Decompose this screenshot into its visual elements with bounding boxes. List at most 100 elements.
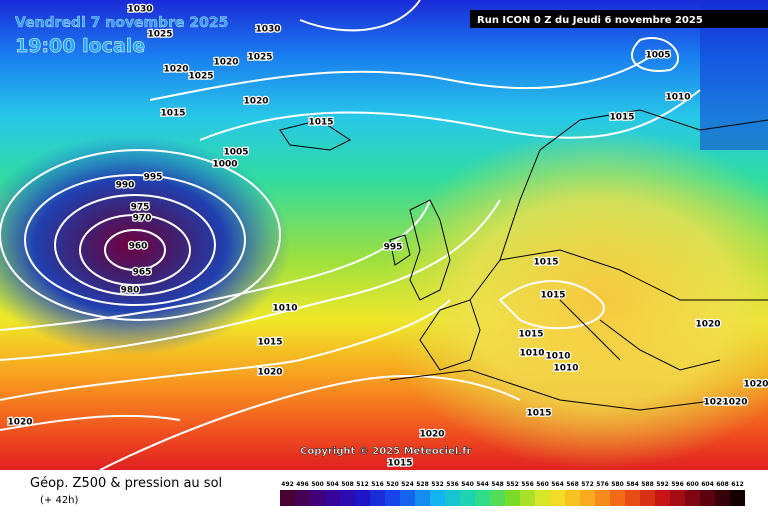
isobar-label: 975 xyxy=(131,203,150,213)
colorbar-label: 556 xyxy=(521,481,534,488)
run-box xyxy=(470,10,768,28)
colorbar-swatch xyxy=(430,490,445,506)
colorbar-label: 572 xyxy=(581,481,594,488)
isobar-label: 1015 xyxy=(518,330,543,340)
colorbar-label: 604 xyxy=(701,481,714,488)
colorbar-swatch xyxy=(310,490,325,506)
isobar-label: 995 xyxy=(144,173,163,183)
colorbar-swatch xyxy=(445,490,460,506)
coastlines xyxy=(279,109,768,411)
colorbar-label: 516 xyxy=(371,481,384,488)
colorbar-swatch xyxy=(655,490,670,506)
run: Run ICON 0 Z du Jeudi 6 novembre 2025 xyxy=(477,15,703,26)
isobar-label: 1030 xyxy=(255,25,280,35)
colorbar-swatch xyxy=(280,490,295,506)
colorbar-label: 524 xyxy=(401,481,414,488)
colorbar-swatch xyxy=(685,490,700,506)
low xyxy=(0,135,290,355)
time: 19:00 locale xyxy=(15,35,145,57)
isobar-label: 1015 xyxy=(308,118,333,128)
colorbar-swatch xyxy=(580,490,595,506)
colorbar-swatch xyxy=(520,490,535,506)
isobar-label: 1020 xyxy=(743,380,768,390)
isobar-label: 1010 xyxy=(519,349,544,359)
isobar-label: 1030 xyxy=(127,5,152,15)
colorbar-label: 500 xyxy=(311,481,324,488)
isobar-label: 1015 xyxy=(387,459,412,469)
isobar-label: 1025 xyxy=(147,30,172,40)
isobar-label: 1020 xyxy=(213,58,238,68)
colorbar-label: 612 xyxy=(731,481,744,488)
isobar-label: 1020 xyxy=(7,418,32,428)
colorbar-label: 584 xyxy=(626,481,639,488)
isobar-label: 1020 xyxy=(703,398,728,408)
date: Vendredi 7 novembre 2025 xyxy=(15,15,228,31)
isobar-label: 1010 xyxy=(665,93,690,103)
colorbar-swatch xyxy=(550,490,565,506)
isobar-label: 1015 xyxy=(540,291,565,301)
colorbar-swatch xyxy=(490,490,505,506)
footer-lead: (+ 42h) xyxy=(40,495,79,506)
isobar-label: 1005 xyxy=(645,51,670,61)
isobar-label: 1015 xyxy=(526,409,551,419)
isobar-label: 1015 xyxy=(160,109,185,119)
isobar-label: 970 xyxy=(133,214,152,224)
colorbar-swatch xyxy=(670,490,685,506)
colorbar-swatch xyxy=(415,490,430,506)
isobar-label: 1020 xyxy=(243,97,268,107)
colorbar-label: 600 xyxy=(686,481,699,488)
colorbar-label: 592 xyxy=(656,481,669,488)
isobar-label: 1020 xyxy=(163,65,188,75)
isobar-label: 1005 xyxy=(223,148,248,158)
colorbar-swatch xyxy=(505,490,520,506)
copyright: Copyright © 2025 Meteociel.fr xyxy=(300,446,471,457)
colorbar-label: 492 xyxy=(281,481,294,488)
colorbar-label: 520 xyxy=(386,481,399,488)
colorbar-label: 496 xyxy=(296,481,309,488)
isobar-label: 1020 xyxy=(419,430,444,440)
colorbar-label: 568 xyxy=(566,481,579,488)
colorbar-label: 528 xyxy=(416,481,429,488)
colorbar-swatch xyxy=(625,490,640,506)
isobar-label: 1000 xyxy=(212,160,237,170)
colorbar-swatch xyxy=(460,490,475,506)
colorbar-swatch xyxy=(400,490,415,506)
colorbar-label: 536 xyxy=(446,481,459,488)
isobar-label: 1020 xyxy=(695,320,720,330)
colorbar-label: 512 xyxy=(356,481,369,488)
colorbar-swatch xyxy=(610,490,625,506)
colorbar-swatch xyxy=(340,490,355,506)
isobar-label: 960 xyxy=(129,242,148,252)
colorbar-label: 596 xyxy=(671,481,684,488)
colorbar-label: 560 xyxy=(536,481,549,488)
isobar-label: 1015 xyxy=(609,113,634,123)
colorbar-label: 548 xyxy=(491,481,504,488)
colorbar-label: 608 xyxy=(716,481,729,488)
colorbar-swatch xyxy=(370,490,385,506)
colorbar-label: 532 xyxy=(431,481,444,488)
isobar-label: 980 xyxy=(121,286,140,296)
isobar-label: 1020 xyxy=(257,368,282,378)
colorbar-swatch xyxy=(385,490,400,506)
colorbar-swatch xyxy=(535,490,550,506)
isobar-label: 990 xyxy=(116,181,135,191)
colorbar-swatch xyxy=(295,490,310,506)
isobar-label: 1010 xyxy=(272,304,297,314)
isobar-label: 965 xyxy=(133,268,152,278)
colorbar-label: 504 xyxy=(326,481,339,488)
colorbar-label: 540 xyxy=(461,481,474,488)
isobar-label: 1015 xyxy=(257,338,282,348)
isobar-label: 1010 xyxy=(553,364,578,374)
colorbar-swatch xyxy=(355,490,370,506)
colorbar-label: 544 xyxy=(476,481,489,488)
colorbar-label: 580 xyxy=(611,481,624,488)
isobar-label: 1020 xyxy=(722,398,747,408)
footer-title: Géop. Z500 & pression au sol xyxy=(30,476,222,491)
isobar-label: 1010 xyxy=(545,352,570,362)
colorbar-swatch xyxy=(475,490,490,506)
isobar-label: 995 xyxy=(384,243,403,253)
colorbar-swatch xyxy=(595,490,610,506)
colorbar-label: 588 xyxy=(641,481,654,488)
colorbar-label: 576 xyxy=(596,481,609,488)
